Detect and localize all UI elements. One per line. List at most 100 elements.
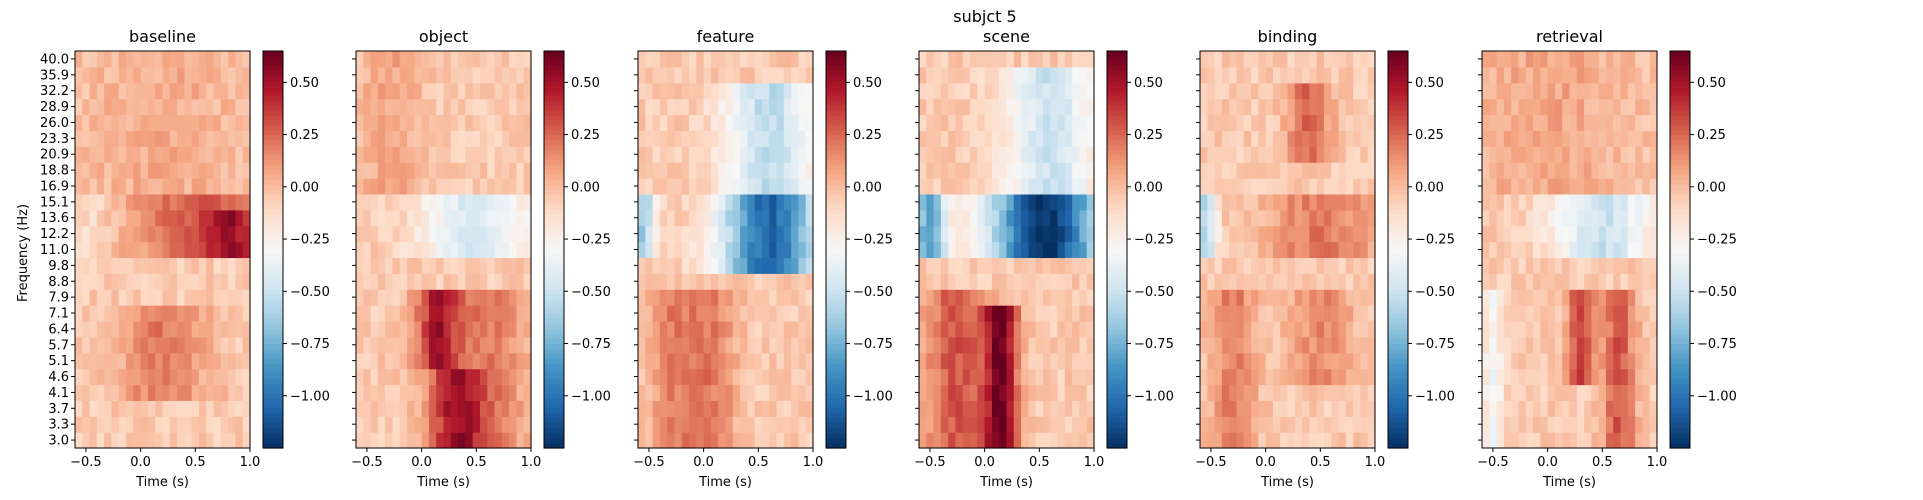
heatmap-cell	[1265, 51, 1274, 68]
heatmap-cell	[1243, 257, 1252, 274]
heatmap-cell	[1258, 384, 1267, 401]
heatmap-cell	[479, 416, 488, 433]
heatmap-cell	[1576, 305, 1585, 322]
heatmap-cell	[1569, 416, 1578, 433]
heatmap-cell	[1079, 368, 1088, 386]
heatmap-cell	[111, 66, 120, 84]
heatmap-cell	[791, 130, 800, 147]
x-tick-label: 1.0	[240, 455, 261, 470]
heatmap-cell	[667, 368, 676, 386]
heatmap-cell	[1064, 352, 1073, 370]
heatmap-cell	[940, 352, 949, 370]
heatmap-cell	[1367, 209, 1376, 227]
heatmap-cell	[220, 241, 229, 259]
heatmap-cell	[638, 384, 646, 401]
heatmap-cell	[1591, 432, 1600, 449]
heatmap-cell	[962, 305, 971, 322]
heatmap-cell	[191, 257, 200, 274]
heatmap-cell	[472, 51, 481, 68]
heatmap-cell	[999, 82, 1008, 100]
heatmap-cell	[1050, 384, 1059, 401]
heatmap-cell	[1050, 320, 1059, 338]
colorbar-segment	[1107, 180, 1127, 186]
heatmap-cell	[213, 432, 222, 449]
heatmap-cell	[970, 130, 978, 147]
heatmap-cell	[82, 130, 91, 147]
heatmap-cell	[421, 114, 430, 131]
colorbar-segment	[544, 165, 564, 171]
colorbar-segment	[544, 254, 564, 261]
heatmap-cell	[1035, 432, 1044, 449]
heatmap-cell	[1229, 273, 1238, 290]
heatmap-cell	[1221, 432, 1230, 449]
heatmap-cell	[363, 384, 372, 401]
heatmap-cell	[191, 305, 200, 322]
heatmap-cell	[111, 289, 120, 306]
colorbar-segment	[544, 229, 564, 236]
colorbar-segment	[263, 249, 283, 256]
heatmap-cell	[1576, 400, 1585, 417]
heatmap-cell	[783, 178, 792, 195]
heatmap-cell	[689, 368, 697, 386]
heatmap-cell	[220, 225, 229, 243]
heatmap-cell	[776, 432, 785, 449]
heatmap-cell	[798, 368, 807, 386]
heatmap-cell	[1367, 193, 1376, 211]
heatmap-cell	[1079, 273, 1088, 290]
heatmap-cell	[1258, 178, 1267, 195]
heatmap-cell	[184, 178, 193, 195]
heatmap-cell	[82, 193, 91, 211]
heatmap-cell	[494, 320, 503, 338]
heatmap-cell	[1540, 178, 1549, 195]
heatmap-cell	[710, 82, 719, 100]
heatmap-cell	[962, 416, 971, 433]
heatmap-cell	[169, 305, 178, 322]
heatmap-cell	[1309, 162, 1318, 179]
heatmap-cell	[933, 225, 942, 243]
heatmap-cell	[1021, 400, 1029, 417]
colorbar-segment	[1107, 229, 1127, 236]
heatmap-cell	[169, 178, 178, 195]
heatmap-cell	[769, 209, 778, 227]
heatmap-cell	[696, 273, 705, 290]
colorbar-segment	[826, 423, 846, 429]
heatmap-cell	[1496, 98, 1505, 116]
heatmap-cell	[1533, 384, 1541, 401]
heatmap-cell	[421, 241, 430, 259]
heatmap-cell	[111, 209, 120, 227]
heatmap-cell	[1028, 193, 1037, 211]
heatmap-cell	[472, 320, 481, 338]
heatmap-cell	[213, 51, 222, 68]
heatmap-cell	[220, 146, 229, 163]
heatmap-cell	[1200, 209, 1208, 227]
heatmap-cell	[740, 241, 748, 259]
heatmap-cell	[126, 305, 134, 322]
y-tick-label: 8.8	[48, 275, 69, 290]
colorbar-segment	[1388, 234, 1408, 241]
heatmap-cell	[1620, 273, 1629, 290]
heatmap-cell	[177, 368, 185, 386]
heatmap-cell	[1649, 241, 1658, 259]
heatmap-cell	[228, 178, 237, 195]
colorbar-segment	[1388, 418, 1408, 424]
colorbar-tick-label: −1.00	[1134, 389, 1174, 404]
heatmap-cell	[213, 146, 222, 163]
heatmap-cell	[1072, 305, 1081, 322]
heatmap-cell	[220, 384, 229, 401]
heatmap-cell	[155, 257, 164, 274]
heatmap-cell	[1627, 51, 1636, 68]
colorbar-segment	[263, 433, 283, 439]
heatmap-cell	[1360, 305, 1369, 322]
heatmap-cell	[1287, 305, 1296, 322]
heatmap-cell	[940, 273, 949, 290]
heatmap-cell	[718, 51, 727, 68]
heatmap-cell	[999, 162, 1008, 179]
heatmap-cell	[674, 416, 683, 433]
heatmap-cell	[791, 209, 800, 227]
heatmap-cell	[791, 432, 800, 449]
heatmap-cell	[940, 209, 949, 227]
heatmap-cell	[1576, 432, 1585, 449]
heatmap-cell	[1591, 98, 1600, 116]
heatmap-cell	[213, 225, 222, 243]
